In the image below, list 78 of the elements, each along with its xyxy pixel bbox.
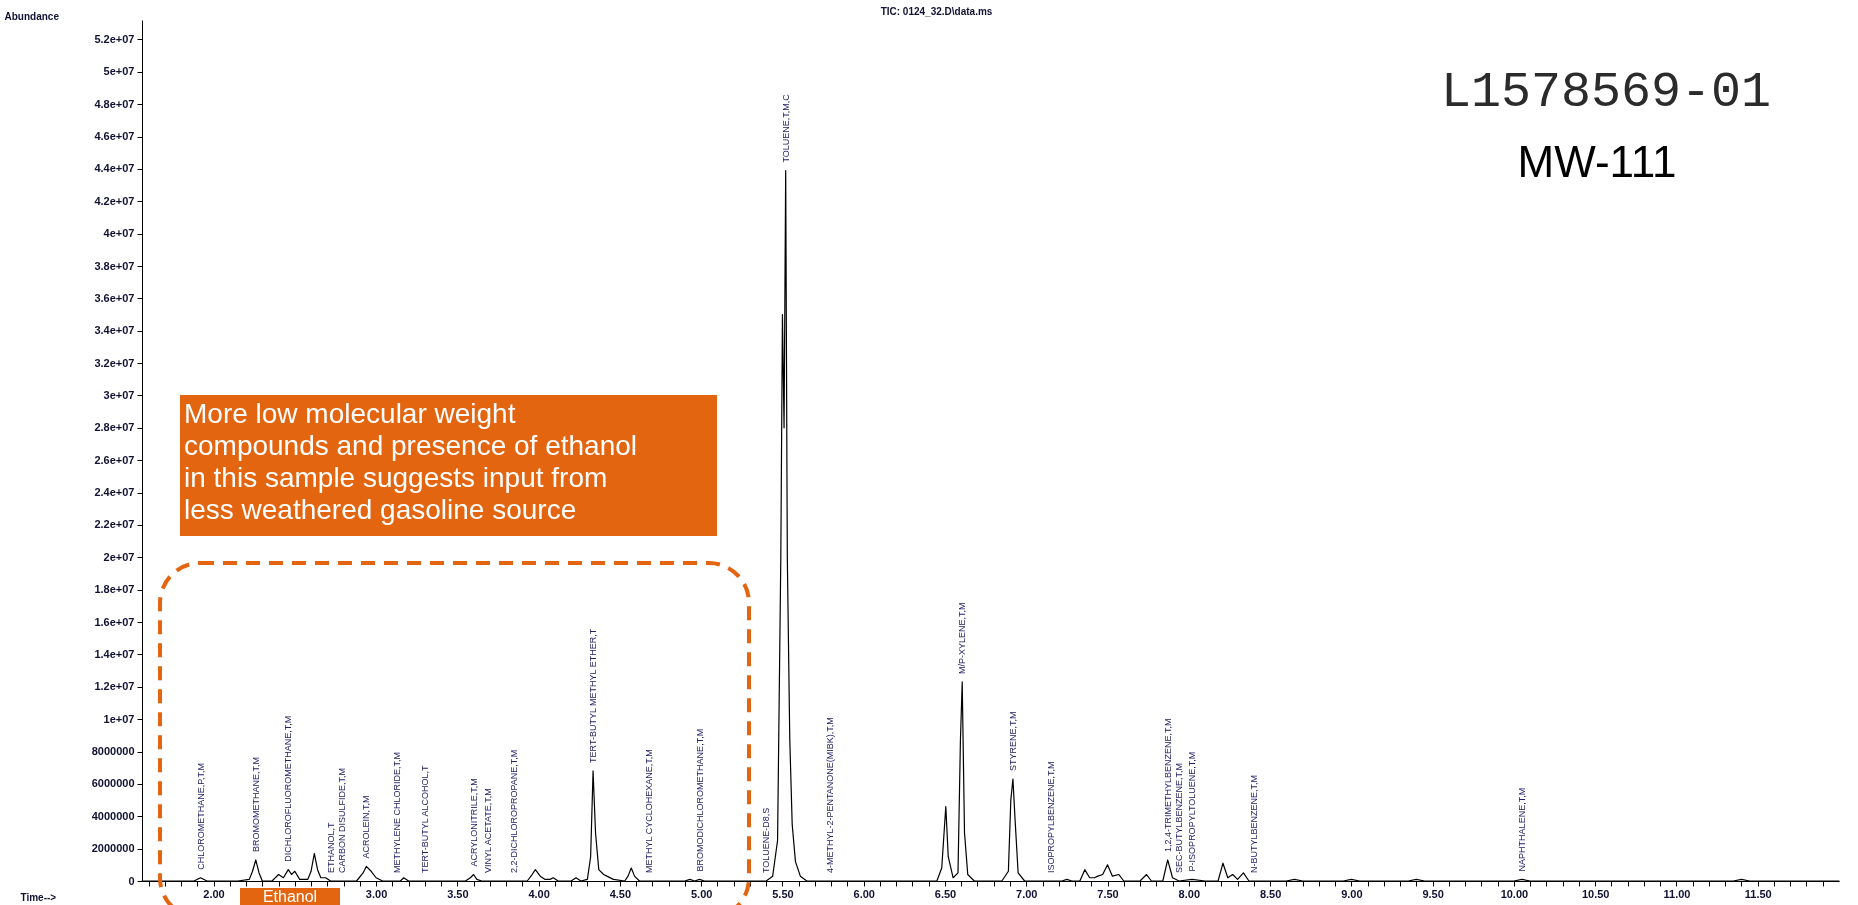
y-tick-label: 2.6e+07 xyxy=(94,453,135,466)
annotation: ACRYLONITRILE,T,M xyxy=(468,778,479,867)
annotation: N-BUTYLBENZENE,T,M xyxy=(1248,774,1259,873)
y-tick-label: 1.2e+07 xyxy=(94,680,135,693)
annotation: ACROLEIN,T,M xyxy=(361,795,372,859)
chart-title: TIC: 0124_32.D\data.ms xyxy=(880,6,993,17)
x-tick-label: 6.00 xyxy=(853,887,875,900)
annotation: TERT-BUTYL ALCOHOL,T xyxy=(419,764,430,873)
y-tick-label: 3.8e+07 xyxy=(94,259,135,272)
annotation: METHYLENE CHLORIDE,T,M xyxy=(392,751,403,873)
y-tick-label: 5.2e+07 xyxy=(94,32,135,45)
x-tick-label: 3.50 xyxy=(447,887,469,900)
x-tick-label: 11.00 xyxy=(1663,887,1691,900)
x-tick-label: 2.00 xyxy=(203,887,225,900)
y-tick-label: 1.6e+07 xyxy=(94,615,135,628)
annotation: More low molecular weight compounds and presence of ethanol in this sample suggests input from less weathered gasoline source xyxy=(184,398,637,525)
annotation: 1,2,4-TRIMETHYLBENZENE,T,M xyxy=(1162,718,1173,852)
annotation: MW-111 xyxy=(1517,137,1677,186)
annotation: BROMOMETHANE,T,M xyxy=(250,756,261,852)
annotation: BROMODICHLOROMETHANE,T,M xyxy=(694,728,705,872)
y-axis-title: Abundance xyxy=(4,10,60,22)
x-tick-label: 4.00 xyxy=(528,887,550,900)
y-tick-label: 2e+07 xyxy=(103,550,135,563)
x-tick-label: 9.50 xyxy=(1422,887,1444,900)
x-tick-label: 10.00 xyxy=(1500,887,1529,900)
x-tick-label: 8.00 xyxy=(1178,887,1201,900)
annotation: CARBON DISULFIDE,T,M xyxy=(336,767,347,873)
y-tick-label: 5e+07 xyxy=(103,65,135,78)
annotation: TOLUENE,T,M,C xyxy=(780,93,791,163)
x-tick-label: 7.00 xyxy=(1016,887,1038,900)
y-tick-label: 1e+07 xyxy=(103,712,135,725)
x-tick-label: 5.00 xyxy=(690,887,713,900)
annotation: NAPHTHALENE,T,M xyxy=(1517,787,1528,872)
y-tick-label: 2.8e+07 xyxy=(94,421,135,434)
annotation: METHYL CYCLOHEXANE,T,M xyxy=(644,749,655,873)
annotation: DICHLOROFLUOROMETHANE,T,M xyxy=(283,715,294,862)
x-tick-label: 10.50 xyxy=(1581,887,1610,900)
y-tick-label: 4.4e+07 xyxy=(94,162,135,175)
y-tick-label: 3e+07 xyxy=(103,388,135,401)
x-tick-label: 9.00 xyxy=(1341,887,1363,900)
y-tick-label: 4.8e+07 xyxy=(94,97,135,110)
y-tick-label: 6000000 xyxy=(91,777,135,790)
annotation: 4-METHYL-2-PENTANONE(MIBK),T,M xyxy=(824,717,835,873)
y-tick-label: 1.8e+07 xyxy=(94,583,135,596)
x-tick-label: 11.50 xyxy=(1744,887,1772,900)
annotation: ETHANOL,T xyxy=(325,821,336,873)
annotation: ISOPROPYLBENZENE,T,M xyxy=(1045,761,1056,873)
y-tick-label: 8000000 xyxy=(91,745,135,758)
annotation: M/P-XYLENE,T,M xyxy=(957,602,968,674)
annotation: TERT-BUTYL METHYL ETHER,T xyxy=(588,628,599,763)
y-tick-label: 3.6e+07 xyxy=(94,291,135,304)
x-axis-title: Time--> xyxy=(20,891,57,903)
y-tick-label: 4.6e+07 xyxy=(94,130,135,143)
annotation: STYRENE,T,M xyxy=(1007,711,1018,772)
x-tick-label: 7.50 xyxy=(1097,887,1119,900)
annotation: 2,2-DICHLOROPROPANE,T,M xyxy=(509,749,520,873)
text: Ethanol xyxy=(262,888,318,905)
y-tick-label: 3.4e+07 xyxy=(94,324,135,337)
annotation: CHLOROMETHANE,P,T,M xyxy=(195,762,206,870)
annotation: TOLUENE-D8,S xyxy=(761,807,772,873)
y-tick-label: 4000000 xyxy=(91,809,135,822)
x-tick-label: 4.50 xyxy=(609,887,632,900)
y-tick-label: 0 xyxy=(128,874,135,887)
x-tick-label: 8.50 xyxy=(1259,887,1282,900)
y-tick-label: 1.4e+07 xyxy=(94,647,135,660)
y-tick-label: 4.2e+07 xyxy=(94,194,135,207)
x-tick-label: 3.00 xyxy=(365,887,388,900)
y-tick-label: 3.2e+07 xyxy=(94,356,135,369)
y-tick-label: 2.4e+07 xyxy=(94,486,135,499)
y-tick-label: 4e+07 xyxy=(103,227,135,240)
y-tick-label: 2000000 xyxy=(91,842,135,855)
annotation: SEC-BUTYLBENZENE,T,M xyxy=(1174,762,1185,873)
annotation: P-ISOPROPYLTOLUENE,T,M xyxy=(1187,751,1198,872)
y-tick-label: 2.2e+07 xyxy=(94,518,135,531)
x-tick-label: 5.50 xyxy=(772,887,794,900)
annotation: VINYL ACETATE,T,M xyxy=(483,788,494,873)
annotation: L1578569-01 xyxy=(1440,64,1772,121)
x-tick-label: 6.50 xyxy=(934,887,957,900)
